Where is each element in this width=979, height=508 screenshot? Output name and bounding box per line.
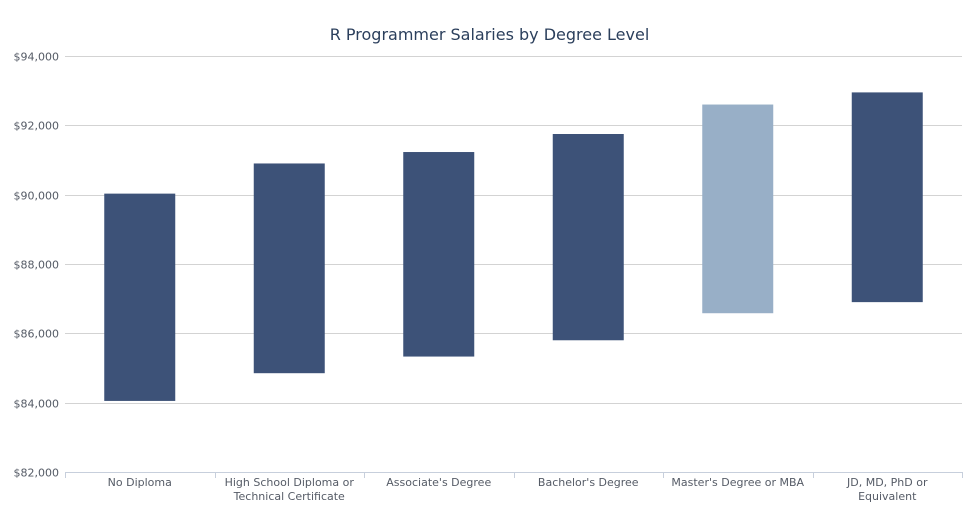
range-bar [702, 104, 774, 314]
x-category-label: Master's Degree or MBA [671, 476, 804, 489]
x-category-label-line: JD, MD, PhD or [846, 476, 928, 489]
range-bar [104, 193, 176, 401]
x-category-label-line: Technical Certificate [233, 490, 345, 503]
x-category-label-line: Bachelor's Degree [538, 476, 639, 489]
y-tick-label: $82,000 [14, 467, 60, 480]
x-category-label: Associate's Degree [386, 476, 491, 489]
y-tick-label: $88,000 [14, 259, 60, 272]
y-tick-label: $84,000 [14, 398, 60, 411]
y-tick-label: $92,000 [14, 120, 60, 133]
x-category-label: No Diploma [108, 476, 172, 489]
range-bar [851, 92, 923, 303]
x-category-label-line: Master's Degree or MBA [671, 476, 804, 489]
y-tick-label: $94,000 [14, 51, 60, 64]
range-bar [403, 152, 475, 357]
range-bar [253, 163, 325, 374]
y-tick-label: $90,000 [14, 190, 60, 203]
x-category-label-line: High School Diploma or [225, 476, 355, 489]
range-bar [552, 134, 624, 341]
x-category-label: High School Diploma or Technical Certific… [225, 476, 355, 503]
chart-title: R Programmer Salaries by Degree Level [329, 25, 650, 44]
x-category-label: JD, MD, PhD or Equivalent [846, 476, 928, 503]
x-category-label-line: Equivalent [858, 490, 917, 503]
x-category-label: Bachelor's Degree [538, 476, 639, 489]
y-tick-label: $86,000 [14, 328, 60, 341]
x-category-label-line: Associate's Degree [386, 476, 491, 489]
x-category-label-line: No Diploma [108, 476, 172, 489]
